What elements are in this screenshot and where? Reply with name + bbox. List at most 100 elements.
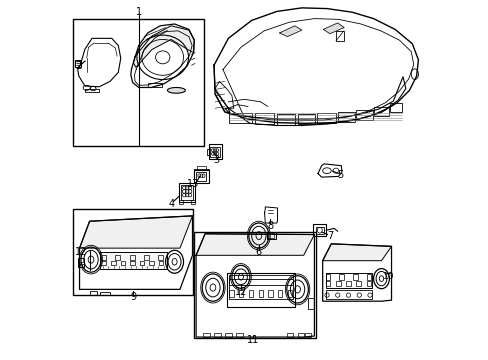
Text: 13: 13 (187, 179, 199, 189)
Polygon shape (214, 65, 230, 114)
Bar (254, 113, 274, 125)
Text: 5: 5 (337, 170, 343, 180)
Bar (304, 333, 310, 337)
Bar (339, 274, 343, 280)
Bar (85, 89, 99, 92)
Bar (258, 290, 263, 297)
Bar (208, 144, 221, 159)
Bar (346, 282, 350, 286)
Bar (75, 60, 81, 67)
Bar (144, 255, 149, 260)
Bar (229, 290, 233, 297)
Bar (149, 261, 154, 265)
Bar (179, 201, 183, 204)
Bar (210, 147, 219, 157)
Bar (315, 226, 324, 234)
Text: 4: 4 (169, 199, 175, 209)
Bar (224, 333, 231, 337)
Bar (158, 255, 163, 260)
Bar (337, 112, 354, 122)
Bar (194, 232, 316, 338)
Bar (297, 333, 304, 337)
Polygon shape (215, 51, 413, 123)
Bar (229, 275, 293, 285)
Polygon shape (224, 77, 405, 126)
Bar (207, 149, 208, 155)
Polygon shape (322, 244, 391, 261)
Polygon shape (323, 23, 344, 34)
Bar (239, 290, 243, 297)
Polygon shape (279, 26, 301, 37)
Bar (325, 290, 371, 299)
Bar (111, 261, 115, 265)
Bar (121, 261, 125, 265)
Text: 9: 9 (130, 292, 136, 302)
Bar (373, 107, 388, 116)
Polygon shape (214, 8, 418, 123)
Bar (356, 282, 361, 286)
Text: 1: 1 (135, 7, 142, 17)
Polygon shape (322, 244, 391, 301)
Ellipse shape (167, 87, 185, 93)
Bar (196, 172, 206, 181)
Bar (229, 113, 251, 123)
Text: 2: 2 (75, 61, 81, 71)
Bar (335, 31, 343, 41)
Polygon shape (80, 216, 192, 289)
Bar (194, 170, 208, 183)
Bar (179, 183, 195, 202)
Bar (366, 282, 371, 286)
Bar (352, 274, 357, 280)
Bar (73, 209, 193, 295)
Bar (90, 291, 97, 295)
Text: 6: 6 (255, 247, 262, 257)
Polygon shape (317, 164, 341, 177)
Bar (248, 290, 253, 297)
Bar (78, 258, 84, 267)
Polygon shape (133, 26, 194, 67)
Bar (286, 333, 293, 337)
Text: 10: 10 (382, 271, 393, 280)
Bar (268, 290, 272, 297)
Bar (325, 282, 329, 286)
Bar (229, 279, 293, 299)
Bar (325, 274, 329, 280)
Bar (267, 233, 273, 238)
Bar (335, 282, 340, 286)
Polygon shape (80, 216, 192, 248)
Bar (100, 292, 109, 295)
Bar (197, 166, 205, 170)
Bar (100, 252, 166, 269)
Bar (101, 255, 106, 260)
Bar (147, 83, 162, 87)
Bar (325, 273, 371, 288)
Bar (313, 225, 325, 236)
Polygon shape (196, 234, 314, 337)
Bar (159, 261, 163, 265)
Bar (356, 110, 372, 120)
Text: 3: 3 (213, 155, 219, 165)
Bar (278, 290, 282, 297)
Text: 12: 12 (234, 287, 246, 297)
Polygon shape (264, 207, 277, 223)
Polygon shape (78, 39, 121, 87)
Polygon shape (196, 234, 314, 255)
Bar (316, 113, 335, 123)
Bar (140, 261, 144, 265)
Bar (227, 273, 295, 307)
Bar (266, 232, 275, 239)
Bar (203, 333, 210, 337)
Bar (235, 333, 242, 337)
Bar (101, 261, 106, 265)
Bar (115, 255, 120, 260)
Bar (297, 114, 314, 125)
Bar (287, 290, 292, 297)
Bar (308, 298, 313, 309)
Bar (214, 333, 221, 337)
Bar (130, 261, 135, 265)
Bar (73, 19, 203, 146)
Bar (191, 201, 195, 204)
Bar (389, 103, 402, 112)
Bar (129, 255, 135, 260)
Text: 7: 7 (326, 231, 332, 241)
